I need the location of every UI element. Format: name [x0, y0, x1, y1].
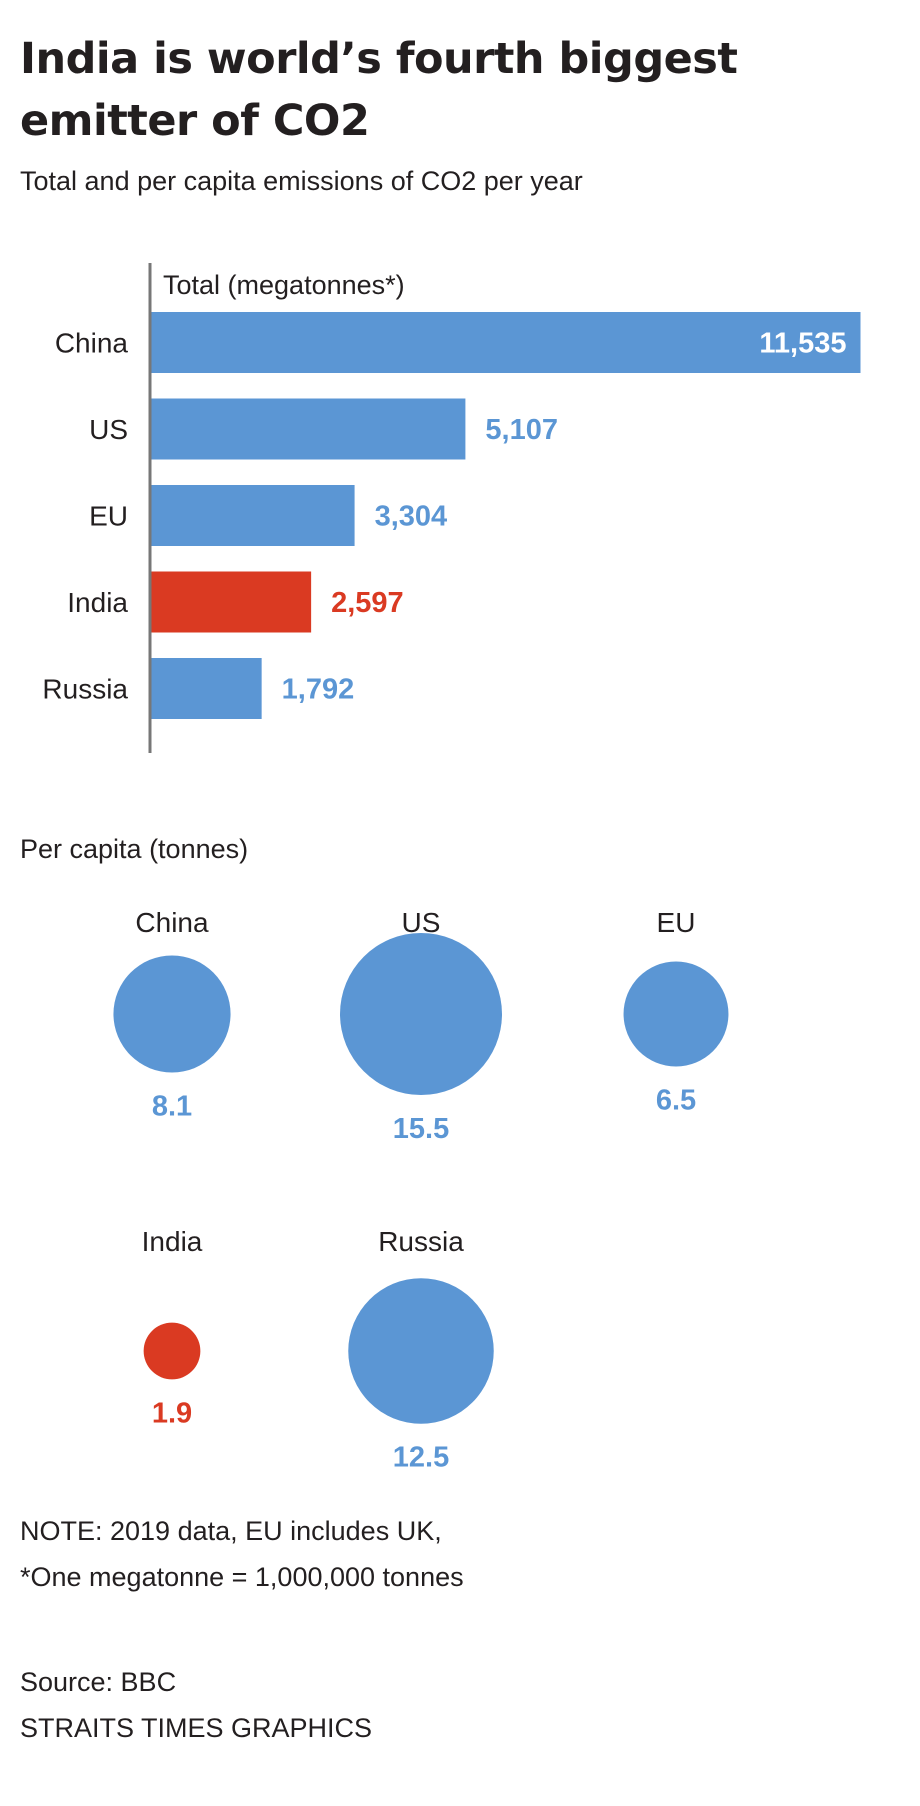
bubble-russia	[348, 1278, 494, 1424]
total-emissions-bar-chart: Total (megatonnes*) China 11,535 US 5,107 EU 3…	[42, 263, 861, 753]
value-label-eu: 3,304	[375, 501, 448, 533]
bubble-eu	[623, 961, 729, 1067]
bar-chart-title: Total (megatonnes*)	[163, 270, 405, 300]
bar-india	[151, 571, 312, 633]
bubble-value-us: 15.5	[393, 1113, 449, 1145]
source-line: Source: BBC	[20, 1667, 177, 1697]
bubble-value-india: 1.9	[152, 1397, 192, 1429]
bubble-label-india: India	[142, 1226, 203, 1257]
credit-line: STRAITS TIMES GRAPHICS	[20, 1713, 373, 1743]
bubble-value-china: 8.1	[152, 1091, 192, 1123]
bubble-label-eu: EU	[657, 907, 696, 938]
bubble-value-russia: 12.5	[393, 1442, 449, 1474]
bubble-china	[113, 955, 231, 1073]
note-line-2: *One megatonne = 1,000,000 tonnes	[20, 1562, 464, 1592]
value-label-india: 2,597	[331, 587, 404, 619]
bubble-value-eu: 6.5	[656, 1084, 696, 1116]
bar-us	[151, 398, 466, 460]
bar-eu	[151, 485, 355, 546]
bubble-label-china: China	[135, 907, 209, 938]
bar-china	[151, 312, 861, 373]
category-label-china: China	[55, 328, 129, 359]
bubble-label-us: US	[402, 907, 441, 938]
category-label-russia: Russia	[42, 674, 128, 705]
chart-title: India is world’s fourth biggest emitter …	[20, 34, 738, 146]
value-label-russia: 1,792	[282, 674, 355, 706]
per-capita-bubble-chart: China 8.1 US 15.5 EU 6.5 India 1.9 Russia 12.5	[113, 907, 729, 1474]
bubble-us	[340, 933, 502, 1095]
bar-russia	[151, 658, 262, 719]
category-label-india: India	[67, 587, 128, 618]
bubble-india	[143, 1322, 201, 1380]
per-capita-label: Per capita (tonnes)	[20, 834, 249, 864]
category-label-eu: EU	[89, 501, 128, 532]
value-label-us: 5,107	[485, 414, 558, 446]
chart-subtitle: Total and per capita emissions of CO2 pe…	[20, 166, 583, 196]
note-line-1: NOTE: 2019 data, EU includes UK,	[20, 1516, 442, 1546]
value-label-china: 11,535	[759, 328, 846, 360]
category-label-us: US	[89, 414, 128, 445]
bubble-label-russia: Russia	[378, 1226, 464, 1257]
